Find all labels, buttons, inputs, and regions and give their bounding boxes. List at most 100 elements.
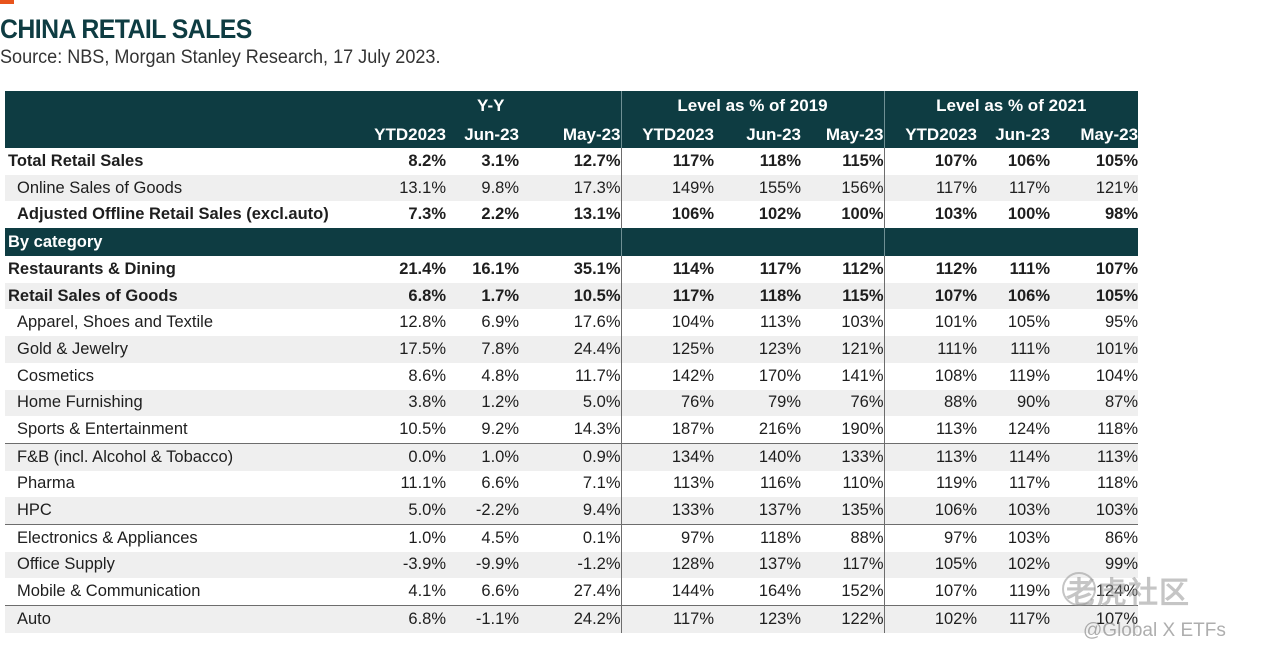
section-filler — [714, 228, 802, 257]
column-header: YTD2023 — [361, 121, 446, 148]
table-cell: 187% — [620, 416, 715, 444]
table-row: Pharma 11.1% 6.6% 7.1% 113% 116% 110% 119% 117% 1… — [5, 470, 1139, 498]
table-cell: 24.4% — [519, 336, 622, 363]
table-cell: 4.8% — [481, 366, 519, 385]
table-cell: 11.7% — [574, 366, 621, 385]
row-label: Retail Sales of Goods — [5, 282, 361, 310]
table-cell: 117% — [801, 551, 885, 579]
table-cell: 107% — [1095, 259, 1139, 278]
table-cell: 88% — [883, 389, 978, 417]
table-cell: 1.2% — [446, 389, 519, 417]
table-cell: 137% — [714, 497, 802, 525]
source-subtitle: Source: NBS, Morgan Stanley Research, 17… — [0, 47, 441, 68]
table-cell: 117% — [620, 282, 715, 310]
table-cell: 152% — [841, 582, 884, 601]
group-header-2021: Level as % of 2021 — [883, 91, 1139, 121]
table-cell: 110% — [842, 474, 884, 493]
table-cell: 9.8% — [446, 174, 519, 202]
table-cell: 5.0% — [519, 389, 622, 417]
table-cell: 112% — [842, 259, 884, 278]
table-row: Mobile & Communication 4.1% 6.6% 27.4% 144% 1… — [5, 578, 1139, 606]
table-cell: 137% — [714, 551, 802, 579]
table-cell: 7.8% — [446, 336, 519, 363]
row-label: Auto — [5, 604, 361, 633]
table-cell: 7.1% — [582, 474, 621, 493]
table-cell: 17.5% — [361, 336, 446, 363]
table-cell: 100% — [841, 205, 884, 224]
table-cell: 156% — [801, 174, 885, 202]
table-cell: 79% — [714, 389, 802, 417]
table-cell: 114% — [977, 442, 1051, 471]
table-cell: 133% — [801, 442, 885, 471]
table-cell: 133% — [620, 497, 715, 525]
table-cell: 125% — [620, 336, 715, 363]
table-cell: 115% — [842, 151, 884, 170]
table-cell: 103% — [1050, 497, 1139, 525]
column-header-row: YTD2023 Jun-23 May-23 YTD2023 Jun-23 May… — [5, 121, 1139, 148]
table-cell: 5.0% — [361, 497, 446, 525]
section-header-row: By category — [5, 228, 1139, 257]
table-cell: 103% — [977, 523, 1051, 552]
table-cell: 103% — [841, 313, 884, 332]
table-cell: 86% — [1050, 523, 1139, 552]
table-cell: 118% — [759, 151, 802, 170]
column-header: YTD2023 — [620, 121, 715, 148]
row-label: Cosmetics — [17, 366, 95, 385]
table-cell: 27.4% — [573, 582, 621, 601]
column-header: May-23 — [801, 121, 885, 148]
table-cell: 107% — [883, 578, 978, 606]
table-cell: -1.1% — [446, 604, 519, 633]
section-filler — [1050, 228, 1139, 257]
table-cell: 102% — [977, 551, 1051, 579]
table-cell: 117% — [977, 174, 1051, 202]
table-row: Total Retail Sales 8.2% 3.1% 12.7% 117% 118% 1… — [5, 148, 1138, 175]
header-blank — [5, 91, 361, 121]
watermark-credit: @Global X ETFs — [1083, 620, 1226, 641]
row-label: Electronics & Appliances — [5, 523, 361, 552]
table-cell: 1.0% — [361, 523, 446, 552]
table-cell: 124% — [1095, 582, 1139, 601]
table-cell: 142% — [620, 362, 715, 390]
table-cell: 6.9% — [481, 313, 519, 332]
table-cell: 8.6% — [408, 366, 446, 385]
table-cell: 123% — [714, 336, 802, 363]
table-cell: 101% — [883, 309, 978, 337]
table-cell: 117% — [883, 174, 978, 202]
table-row: Cosmetics 8.6% 4.8% 11.7% 142% 170% 141% 108% 11… — [5, 362, 1138, 390]
table-cell: 119% — [883, 470, 978, 498]
group-header-2019: Level as % of 2019 — [620, 91, 885, 121]
table-row: HPC 5.0% -2.2% 9.4% 133% 137% 135% 106% 103% 103% — [5, 497, 1139, 525]
row-label: Office Supply — [5, 551, 361, 579]
table-cell: 16.1% — [472, 259, 519, 278]
table-cell: 12.8% — [399, 313, 446, 332]
section-filler — [801, 228, 885, 257]
table-cell: 114% — [620, 256, 715, 283]
table-cell: 98% — [1105, 205, 1139, 224]
table-cell: 108% — [883, 362, 978, 390]
table-cell: 97% — [883, 523, 978, 552]
table-body: Total Retail Sales 8.2% 3.1% 12.7% 117% 118% 1… — [5, 148, 1139, 633]
table-row: Gold & Jewelry 17.5% 7.8% 24.4% 125% 123% 121%… — [5, 336, 1139, 363]
column-header: YTD2023 — [883, 121, 978, 148]
table-cell: 128% — [620, 551, 715, 579]
row-label: Sports & Entertainment — [17, 420, 188, 439]
table-cell: 106% — [1007, 151, 1051, 170]
section-filler — [519, 228, 622, 257]
table-cell: 97% — [620, 523, 715, 552]
table-row: Retail Sales of Goods 6.8% 1.7% 10.5% 117% 11… — [5, 282, 1139, 310]
table-cell: 117% — [759, 259, 802, 278]
table-cell: 4.1% — [408, 582, 446, 601]
row-label: Gold & Jewelry — [5, 336, 361, 363]
table-cell: 99% — [1050, 551, 1139, 579]
table-cell: 118% — [714, 523, 802, 552]
table-cell: 122% — [801, 604, 885, 633]
table-cell: 76% — [801, 389, 885, 417]
table-cell: 149% — [620, 174, 715, 202]
table-cell: 105% — [1095, 151, 1139, 170]
table-cell: 118% — [1097, 474, 1139, 493]
row-label: Mobile & Communication — [17, 582, 201, 601]
table-cell: 119% — [1009, 366, 1051, 385]
table-cell: 135% — [801, 497, 885, 525]
table-row: Electronics & Appliances 1.0% 4.5% 0.1% 97% 1… — [5, 523, 1139, 552]
table-cell: 102% — [758, 205, 802, 224]
